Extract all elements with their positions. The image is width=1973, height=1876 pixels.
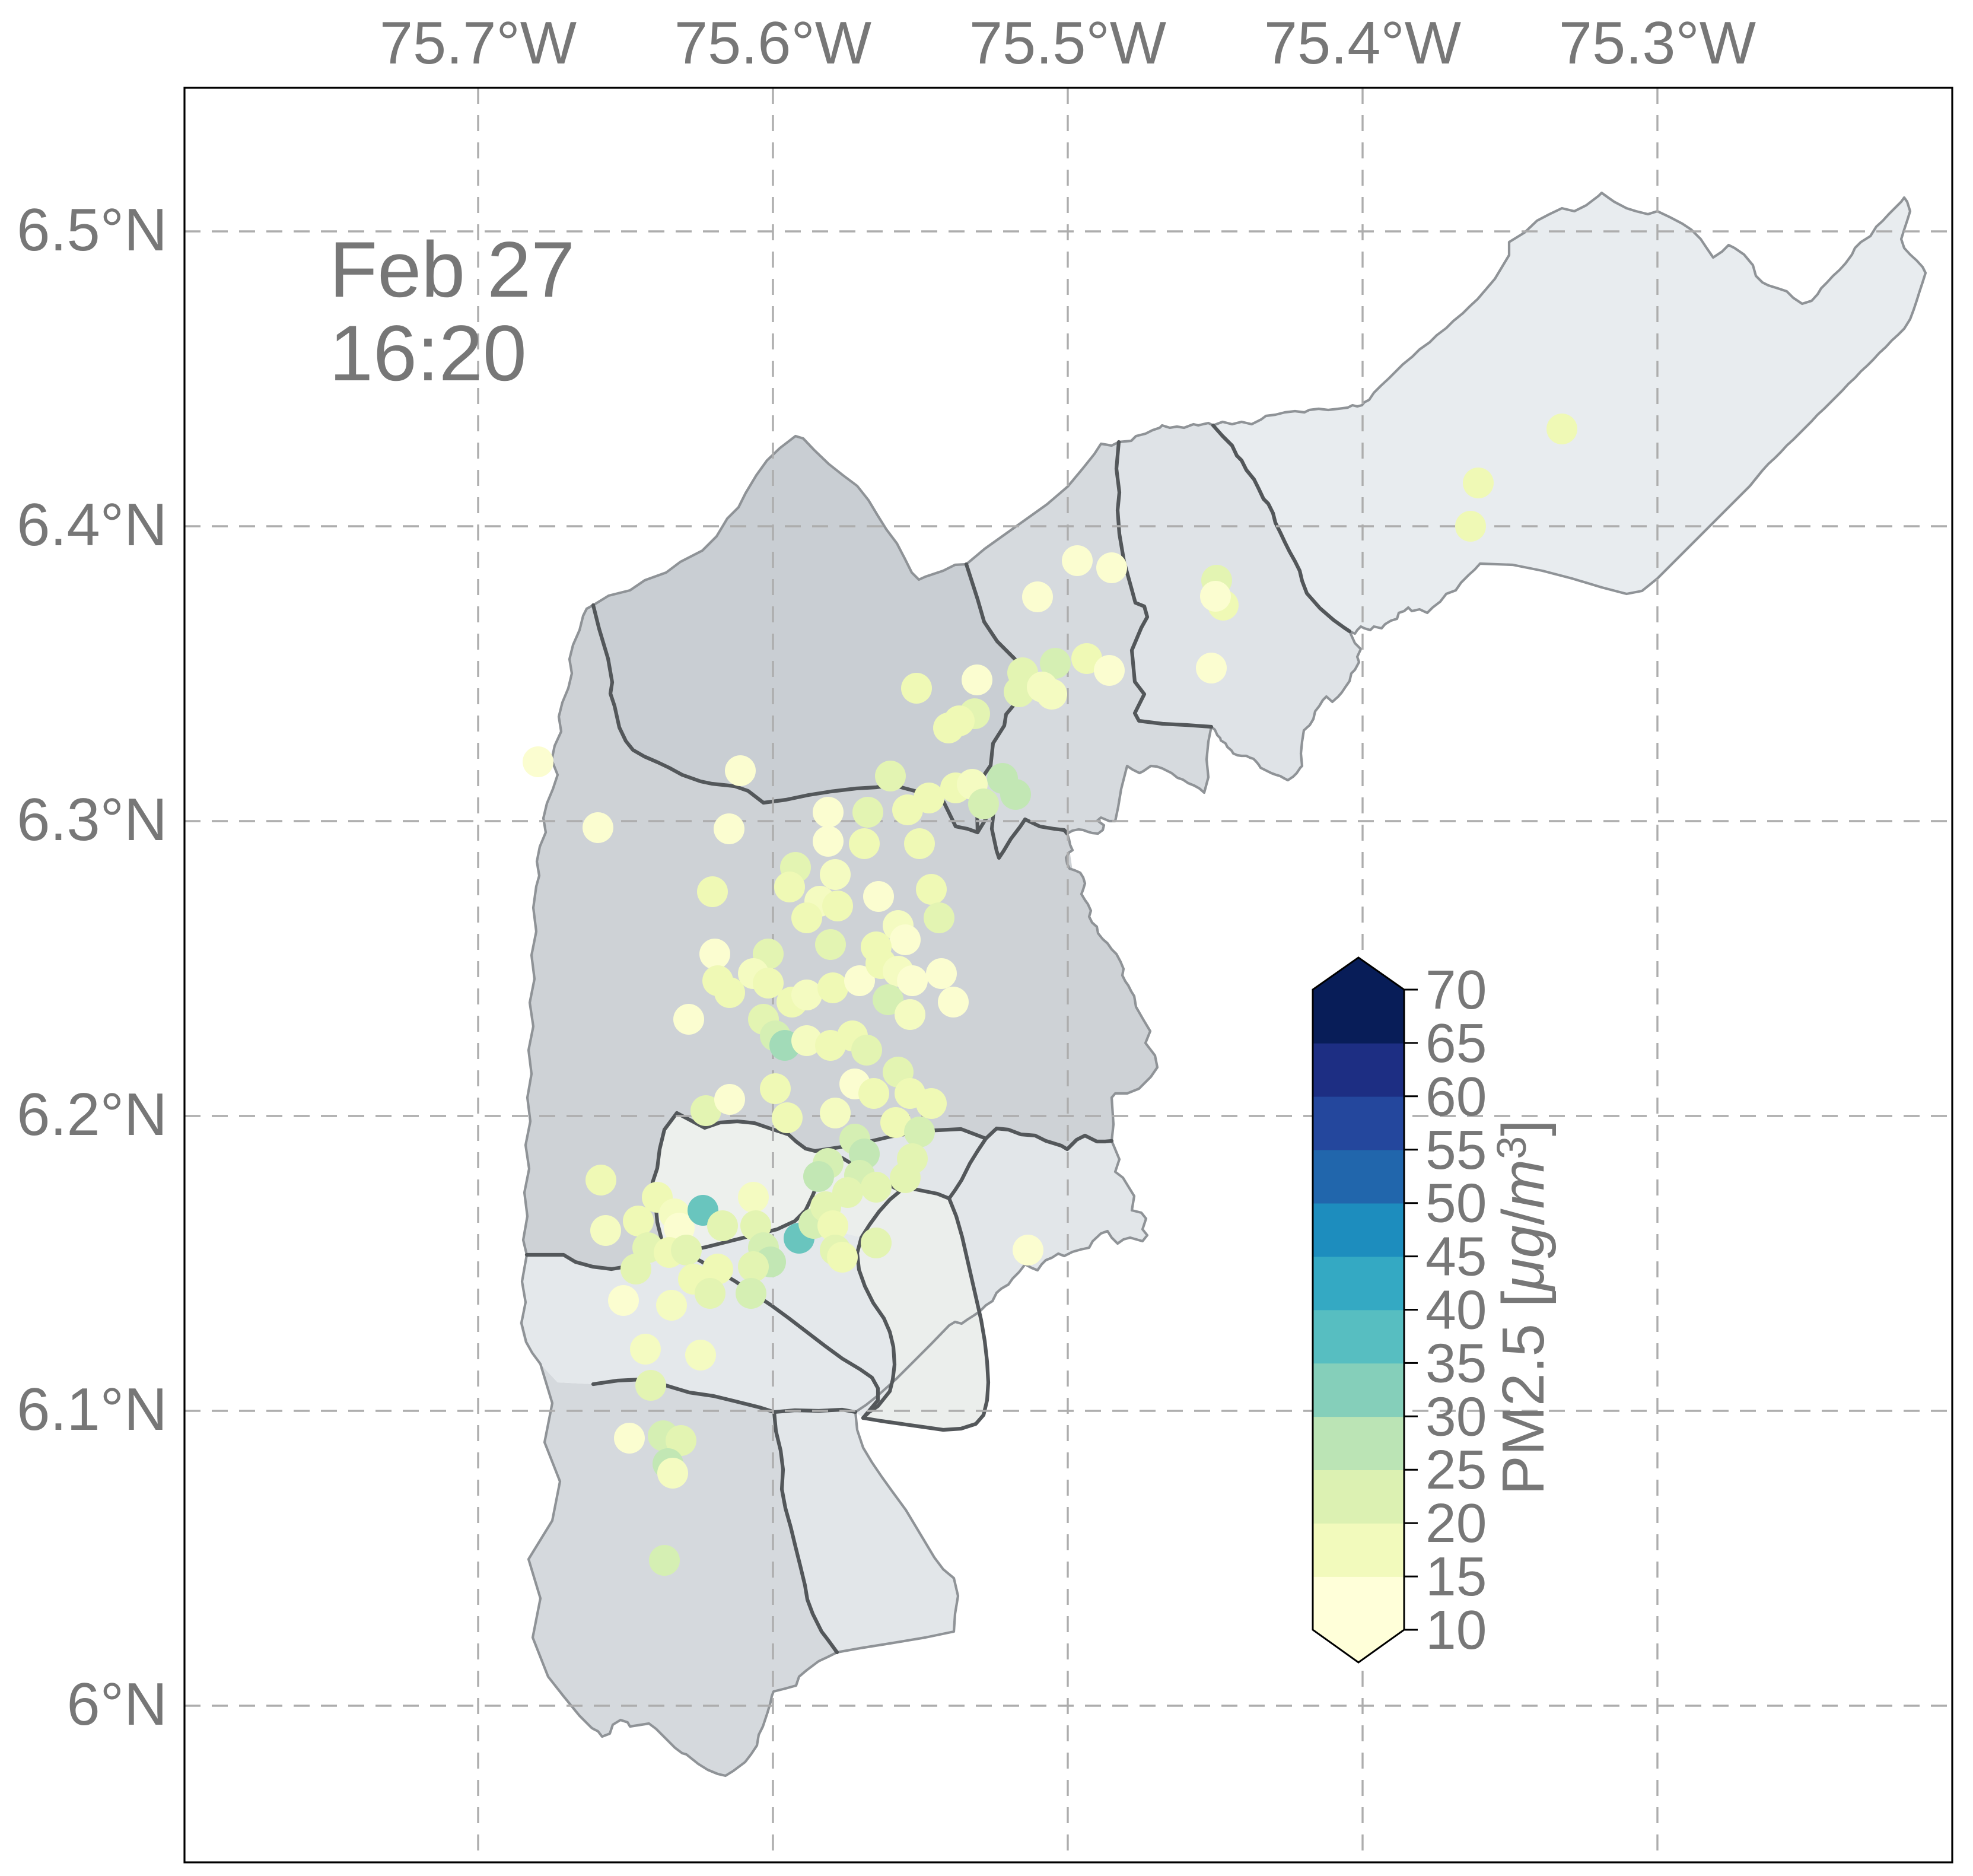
svg-text:PM2.5 [μg/m3]: PM2.5 [μg/m3] bbox=[1488, 1120, 1557, 1495]
svg-text:6.4°N: 6.4°N bbox=[17, 492, 167, 558]
svg-text:70: 70 bbox=[1425, 959, 1487, 1020]
svg-text:35: 35 bbox=[1425, 1332, 1487, 1394]
svg-text:75.7°W: 75.7°W bbox=[380, 10, 577, 77]
svg-text:55: 55 bbox=[1425, 1119, 1487, 1181]
svg-text:15: 15 bbox=[1425, 1546, 1487, 1607]
svg-text:75.6°W: 75.6°W bbox=[674, 10, 871, 77]
svg-text:75.4°W: 75.4°W bbox=[1264, 10, 1461, 77]
svg-text:60: 60 bbox=[1425, 1066, 1487, 1127]
svg-text:75.3°W: 75.3°W bbox=[1559, 10, 1756, 77]
svg-text:Feb 27: Feb 27 bbox=[329, 226, 575, 314]
svg-text:45: 45 bbox=[1425, 1226, 1487, 1287]
svg-text:40: 40 bbox=[1425, 1279, 1487, 1341]
svg-text:6.1°N: 6.1°N bbox=[17, 1376, 167, 1443]
svg-text:6.3°N: 6.3°N bbox=[17, 787, 167, 853]
svg-text:75.5°W: 75.5°W bbox=[969, 10, 1166, 77]
svg-text:16:20: 16:20 bbox=[329, 310, 527, 398]
svg-text:6.5°N: 6.5°N bbox=[17, 197, 167, 263]
svg-text:65: 65 bbox=[1425, 1012, 1487, 1074]
svg-text:6.2°N: 6.2°N bbox=[17, 1082, 167, 1148]
svg-text:6°N: 6°N bbox=[66, 1671, 167, 1738]
svg-text:20: 20 bbox=[1425, 1492, 1487, 1554]
svg-text:30: 30 bbox=[1425, 1385, 1487, 1447]
svg-text:50: 50 bbox=[1425, 1172, 1487, 1234]
svg-text:10: 10 bbox=[1425, 1599, 1487, 1661]
svg-text:25: 25 bbox=[1425, 1439, 1487, 1500]
